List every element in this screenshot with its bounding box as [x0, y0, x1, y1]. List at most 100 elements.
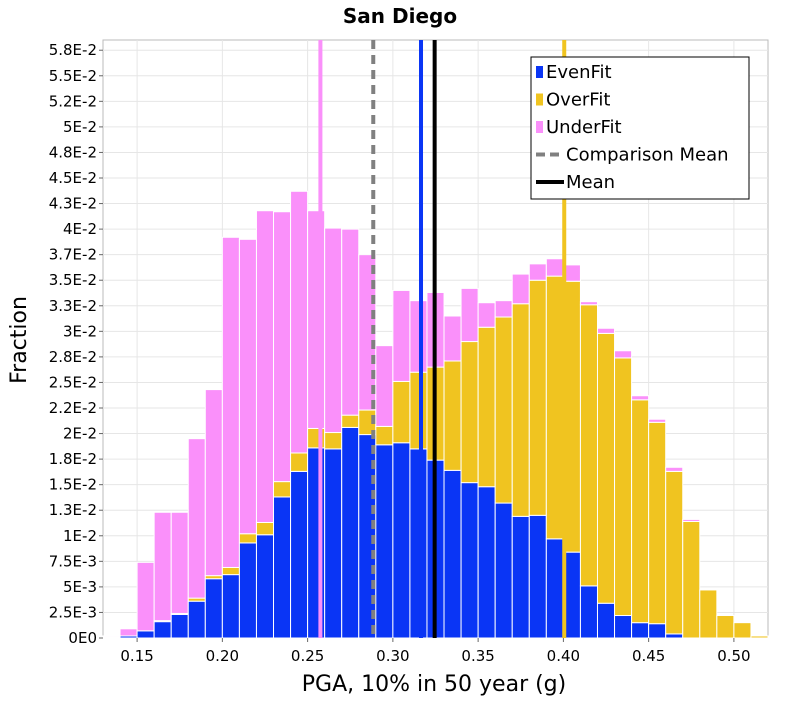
- y-tick-label: 3E-2: [63, 322, 97, 340]
- bar-evenfit: [290, 470, 309, 639]
- x-tick-label: 0.30: [376, 647, 409, 665]
- y-tick-label: 5.8E-2: [49, 41, 97, 59]
- bar-underfit: [341, 228, 360, 416]
- y-tick-label: 2.5E-2: [49, 373, 97, 391]
- bar-underfit: [375, 345, 394, 427]
- y-tick-label: 2.8E-2: [49, 348, 97, 366]
- bar-overfit: [324, 432, 343, 450]
- legend-label-overfit: OverFit: [546, 90, 610, 111]
- bar-evenfit: [648, 623, 667, 639]
- bar-evenfit: [341, 426, 360, 639]
- y-tick-label: 7.5E-3: [49, 552, 97, 570]
- bar-underfit: [682, 518, 701, 522]
- bar-evenfit: [221, 574, 240, 639]
- bar-overfit: [648, 421, 667, 625]
- bar-overfit: [290, 452, 309, 472]
- y-tick-label: 1.5E-2: [49, 476, 97, 494]
- y-tick-label: 3.7E-2: [49, 246, 97, 264]
- bar-overfit: [477, 326, 496, 488]
- x-axis-title: PGA, 10% in 50 year (g): [302, 672, 566, 697]
- bar-overfit: [511, 303, 530, 517]
- y-tick-label: 4.3E-2: [49, 195, 97, 213]
- bar-overfit: [494, 316, 513, 504]
- bar-overfit: [699, 589, 718, 639]
- bar-overfit: [614, 357, 633, 617]
- y-tick-label: 5.5E-2: [49, 67, 97, 85]
- y-tick-label: 1.3E-2: [49, 501, 97, 519]
- bar-evenfit: [528, 514, 547, 639]
- x-axis-ticks: 0.15 0.20 0.25 0.30 0.35 0.40 0.45 0.50: [120, 638, 751, 665]
- bar-evenfit: [443, 469, 462, 639]
- x-tick-label: 0.25: [291, 647, 324, 665]
- x-tick-label: 0.20: [206, 647, 239, 665]
- bar-underfit: [119, 628, 138, 637]
- legend-swatch-underfit: [536, 121, 543, 133]
- bar-overfit: [273, 481, 292, 498]
- bar-evenfit: [136, 630, 155, 639]
- bar-underfit: [187, 438, 206, 599]
- bar-underfit: [528, 263, 547, 281]
- bar-overfit: [716, 615, 735, 639]
- bar-evenfit: [631, 622, 650, 639]
- bar-evenfit: [596, 602, 616, 639]
- bar-evenfit: [170, 613, 189, 639]
- x-tick-label: 0.35: [461, 647, 494, 665]
- bar-overfit: [443, 360, 462, 471]
- bar-overfit: [579, 304, 598, 587]
- bar-underfit: [477, 302, 496, 328]
- bar-evenfit: [614, 615, 633, 639]
- bars: [102, 190, 769, 639]
- y-tick-label: 1E-2: [63, 527, 97, 545]
- legend-box: [530, 56, 750, 200]
- bar-overfit: [733, 622, 752, 639]
- bar-evenfit: [545, 538, 564, 639]
- bar-underfit: [665, 466, 684, 472]
- bar-evenfit: [153, 621, 172, 639]
- y-tick-label: 4.8E-2: [49, 143, 97, 161]
- bar-underfit: [392, 289, 411, 382]
- bar-underfit: [631, 395, 650, 401]
- bar-overfit: [238, 533, 257, 544]
- y-tick-label: 3.3E-2: [49, 297, 97, 315]
- y-tick-label: 1.8E-2: [49, 450, 97, 468]
- bar-underfit: [136, 561, 155, 632]
- bar-evenfit: [477, 486, 496, 639]
- y-tick-label: 2E-2: [63, 425, 97, 443]
- bar-underfit: [511, 273, 530, 305]
- bar-underfit: [409, 300, 428, 373]
- bar-overfit: [682, 520, 701, 639]
- y-tick-label: 4.5E-2: [49, 169, 97, 187]
- bar-evenfit: [392, 442, 411, 639]
- bar-underfit: [153, 511, 172, 622]
- bar-underfit: [273, 211, 292, 483]
- bar-underfit: [290, 190, 309, 454]
- bar-underfit: [460, 287, 479, 343]
- bar-overfit: [528, 279, 547, 516]
- bar-underfit: [221, 236, 240, 568]
- bar-overfit: [255, 521, 275, 536]
- bar-underfit: [238, 238, 257, 535]
- bar-underfit: [102, 635, 121, 638]
- bar-underfit: [596, 327, 616, 334]
- bar-overfit: [221, 566, 240, 576]
- bar-evenfit: [204, 578, 223, 639]
- bar-overfit: [460, 341, 479, 484]
- legend-label-comparison-mean: Comparison Mean: [566, 145, 729, 166]
- bar-evenfit: [511, 515, 530, 639]
- bar-underfit: [443, 315, 462, 362]
- x-tick-label: 0.50: [717, 647, 750, 665]
- bar-evenfit: [255, 534, 275, 639]
- chart-title: San Diego: [343, 4, 457, 28]
- bar-underfit: [324, 227, 343, 434]
- x-tick-label: 0.40: [547, 647, 580, 665]
- bar-evenfit: [579, 585, 598, 639]
- x-tick-label: 0.15: [120, 647, 153, 665]
- bar-evenfit: [460, 482, 479, 639]
- bar-evenfit: [494, 502, 513, 639]
- bar-overfit: [545, 275, 564, 540]
- x-tick-label: 0.45: [632, 647, 665, 665]
- bar-overfit: [375, 425, 394, 446]
- legend-label-underfit: UnderFit: [546, 117, 622, 138]
- bar-underfit: [579, 301, 598, 306]
